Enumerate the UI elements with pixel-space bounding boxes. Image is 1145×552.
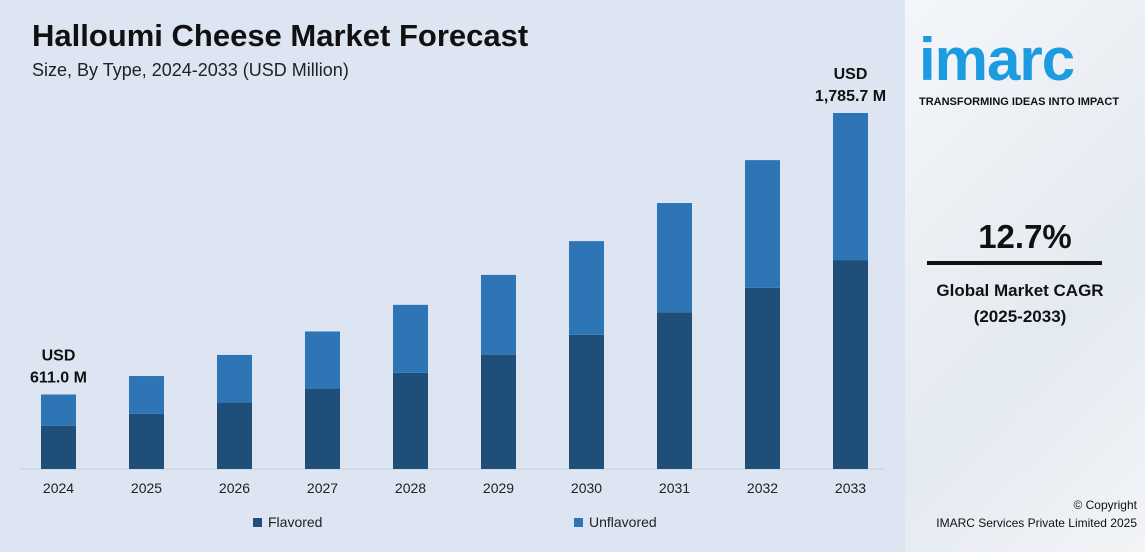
- copyright-line1: © Copyright: [1073, 498, 1137, 512]
- data-label: USD: [42, 347, 76, 364]
- chart-panel: Halloumi Cheese Market Forecast Size, By…: [0, 0, 905, 552]
- x-tick-label: 2029: [483, 480, 514, 496]
- bar-flavored-2026: [217, 402, 252, 469]
- x-tick-label: 2027: [307, 480, 338, 496]
- x-tick-label: 2026: [219, 480, 250, 496]
- data-label: 611.0 M: [30, 369, 87, 386]
- divider: [927, 261, 1102, 265]
- legend-label: Flavored: [268, 514, 323, 530]
- bar-flavored-2024: [41, 425, 76, 469]
- legend-swatch: [574, 517, 583, 527]
- bar-chart: 2024 2025 2026 2027 2028 2029 2030 2031 2032 2033…: [20, 66, 886, 496]
- cagr-label: Global Market CAGR (2025-2033): [905, 278, 1135, 330]
- bar-unflavored-2025: [129, 376, 164, 414]
- legend-swatch: [253, 517, 262, 527]
- bar-unflavored-2032: [745, 160, 780, 288]
- cagr-value: 12.7%: [978, 218, 1072, 255]
- x-tick-label: 2033: [835, 480, 866, 496]
- bar-flavored-2029: [481, 354, 516, 469]
- x-tick-label: 2032: [747, 480, 778, 496]
- bar-flavored-2028: [393, 372, 428, 469]
- cagr-label-line2: (2025-2033): [973, 307, 1067, 326]
- legend-unflavored: Unflavored: [574, 514, 657, 530]
- bar-flavored-2030: [569, 334, 604, 469]
- x-tick-label: 2024: [43, 480, 74, 496]
- x-tick-label: 2028: [395, 480, 426, 496]
- chart-subtitle: Size, By Type, 2024-2033 (USD Million): [32, 60, 349, 80]
- legend-flavored: Flavored: [253, 514, 322, 530]
- bar-unflavored-2027: [305, 331, 340, 389]
- x-tick-label: 2030: [571, 480, 602, 496]
- bar-flavored-2033: [833, 260, 868, 469]
- legend-label: Unflavored: [589, 514, 657, 530]
- bar-unflavored-2031: [657, 203, 692, 313]
- bar-unflavored-2024: [41, 394, 76, 426]
- bar-unflavored-2029: [481, 274, 516, 355]
- x-tick-label: 2031: [659, 480, 690, 496]
- bar-unflavored-2028: [393, 304, 428, 373]
- bar-unflavored-2033: [833, 113, 868, 261]
- imarc-logo: imarc: [919, 26, 1075, 93]
- bar-unflavored-2026: [217, 354, 252, 403]
- bar-unflavored-2030: [569, 241, 604, 335]
- bar-flavored-2031: [657, 312, 692, 469]
- brand-tagline: TRANSFORMING IDEAS INTO IMPACT: [919, 96, 1120, 108]
- cagr-label-line1: Global Market CAGR: [936, 281, 1104, 300]
- info-panel: imarc TRANSFORMING IDEAS INTO IMPACT 12.…: [905, 0, 1145, 552]
- chart-title: Halloumi Cheese Market Forecast: [32, 18, 529, 53]
- copyright-line2: IMARC Services Private Limited 2025: [936, 516, 1137, 530]
- copyright: © Copyright IMARC Services Private Limite…: [905, 496, 1137, 532]
- bar-flavored-2032: [745, 287, 780, 469]
- bar-flavored-2027: [305, 388, 340, 469]
- data-label: 1,785.7 M: [815, 88, 886, 105]
- bar-flavored-2025: [129, 413, 164, 469]
- data-label: USD: [834, 66, 868, 83]
- x-tick-label: 2025: [131, 480, 162, 496]
